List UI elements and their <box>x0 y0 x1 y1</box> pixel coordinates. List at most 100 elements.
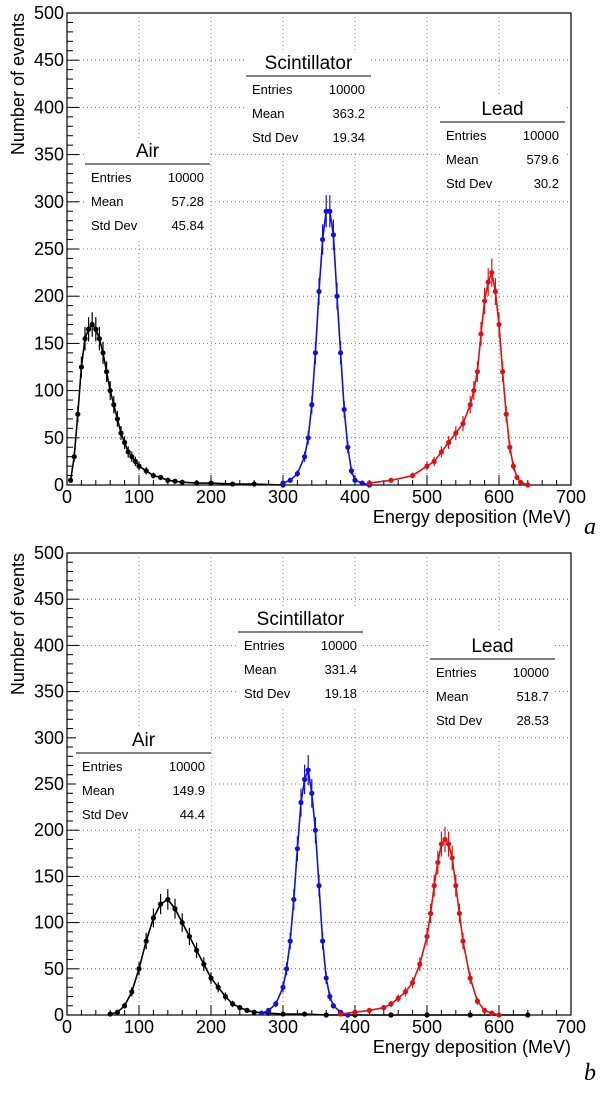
data-point <box>352 477 358 483</box>
data-point <box>348 468 354 474</box>
stats-mean-label: Mean <box>436 689 469 704</box>
stats-box-title: Lead <box>481 99 523 120</box>
data-point <box>298 799 304 806</box>
data-point <box>208 480 214 486</box>
y-tick-label: 200 <box>34 286 64 306</box>
x-tick-label: 0 <box>62 487 72 507</box>
data-point <box>114 416 120 422</box>
stats-entries-label: Entries <box>252 82 293 97</box>
data-point <box>96 336 102 342</box>
data-point <box>222 993 228 1000</box>
stats-mean-label: Mean <box>82 783 115 798</box>
data-point <box>284 966 290 972</box>
x-tick-label: 200 <box>196 1017 226 1037</box>
y-tick-label: 400 <box>34 97 64 117</box>
stats-mean-value: 518.7 <box>516 689 549 704</box>
x-tick-label: 300 <box>268 487 298 507</box>
data-point <box>273 1001 279 1007</box>
stats-stddev-label: Std Dev <box>436 713 483 728</box>
x-tick-label: 100 <box>124 1017 154 1037</box>
data-point <box>485 279 491 285</box>
data-point <box>194 480 200 486</box>
data-point <box>330 1003 336 1009</box>
data-point <box>410 472 416 479</box>
y-tick-label: 200 <box>34 820 64 840</box>
data-point <box>186 933 192 940</box>
data-point <box>424 1012 430 1018</box>
data-point <box>474 998 480 1004</box>
data-point <box>287 938 293 944</box>
stats-stddev-label: Std Dev <box>446 176 493 191</box>
data-point <box>158 474 164 481</box>
data-point <box>388 1012 394 1018</box>
data-point <box>316 288 322 295</box>
data-point <box>438 449 444 455</box>
data-point <box>100 350 106 356</box>
data-point <box>111 402 117 408</box>
data-point <box>107 388 113 394</box>
stats-mean-label: Mean <box>446 152 479 167</box>
data-point <box>327 993 333 1000</box>
data-point <box>132 458 138 464</box>
x-tick-label: 400 <box>340 1017 370 1037</box>
data-point <box>442 836 448 843</box>
stats-mean-label: Mean <box>244 662 277 677</box>
data-point <box>366 480 372 486</box>
y-tick-label: 250 <box>34 774 64 794</box>
data-point <box>338 350 344 356</box>
stats-mean-value: 331.4 <box>324 662 357 677</box>
data-point <box>428 910 434 916</box>
data-point <box>323 975 329 981</box>
stats-box-title: Air <box>132 730 156 751</box>
data-point <box>446 841 452 847</box>
data-point <box>492 288 498 295</box>
stats-stddev-value: 19.34 <box>332 130 365 145</box>
y-tick-label: 0 <box>54 1005 64 1025</box>
data-point <box>122 1003 128 1009</box>
data-point <box>467 1012 473 1018</box>
stats-mean-value: 363.2 <box>332 106 365 121</box>
stats-box-scintillator: Scintillator Entries 10000 Mean 363.2 Std Dev… <box>246 50 371 152</box>
data-point <box>302 454 308 460</box>
data-point <box>496 1012 502 1018</box>
stats-box-lead: Lead Entries 10000 Mean 579.6 Std Dev 30.2 <box>440 96 565 198</box>
data-point <box>316 883 322 889</box>
data-point <box>460 421 466 427</box>
x-tick-label: 700 <box>556 487 586 507</box>
stats-box-background <box>238 606 363 708</box>
data-point <box>449 855 455 861</box>
data-point <box>143 938 149 944</box>
data-point <box>525 1012 531 1018</box>
data-point <box>482 1007 488 1013</box>
data-point <box>71 454 77 460</box>
data-point <box>280 480 286 486</box>
data-point <box>266 1007 272 1013</box>
data-point <box>172 478 178 484</box>
chart-panel-b: 0 100 200 300 400 500 600 700 0 50 100 150 200 250 300… <box>8 543 596 1086</box>
stats-stddev-label: Std Dev <box>82 807 129 822</box>
stats-box-background <box>85 138 210 240</box>
stats-box-background <box>440 96 565 198</box>
data-point <box>395 995 401 1001</box>
y-tick-label: 50 <box>44 959 64 979</box>
data-point <box>251 1009 257 1015</box>
stats-entries-value: 10000 <box>321 638 357 653</box>
stats-mean-value: 149.9 <box>172 783 205 798</box>
panel-label: b <box>584 1060 596 1086</box>
stats-box-background <box>430 633 555 735</box>
data-point <box>150 915 156 921</box>
data-point <box>446 439 452 446</box>
data-point <box>456 910 462 916</box>
y-tick-label: 300 <box>34 728 64 748</box>
stats-mean-label: Mean <box>91 194 124 209</box>
stats-stddev-label: Std Dev <box>252 130 299 145</box>
data-point <box>352 1009 358 1015</box>
data-point <box>330 232 336 238</box>
data-point <box>525 482 531 488</box>
data-point <box>136 463 142 469</box>
stats-entries-label: Entries <box>91 170 132 185</box>
data-point <box>89 321 95 328</box>
data-point <box>489 1010 495 1016</box>
data-point <box>136 966 142 972</box>
data-point <box>510 463 516 469</box>
